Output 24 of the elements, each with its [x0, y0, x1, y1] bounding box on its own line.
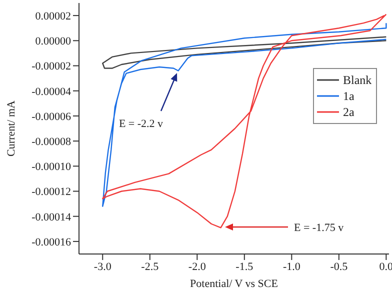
y-axis-title: Current/ mA — [6, 100, 18, 156]
line-series — [102, 36, 387, 69]
x-tick-label: -0.5 — [330, 260, 348, 273]
annotation: E = -2.2 v — [118, 118, 164, 130]
y-tick-label: -0.00002 — [32, 60, 71, 73]
y-tick-label: -0.00014 — [32, 211, 72, 224]
x-tick-label: -3.0 — [94, 260, 112, 273]
y-tick-label: 0.00002 — [35, 10, 71, 22]
x-tick-label: -1.0 — [282, 260, 301, 273]
x-axis-title: Potential/ V vs SCE — [190, 278, 278, 290]
y-tick-label: -0.00006 — [32, 110, 72, 123]
y-tick-label: 0.00000 — [35, 36, 72, 48]
legend-label: 1a — [343, 88, 354, 104]
x-tick-label: -2.0 — [188, 260, 206, 273]
y-tick-label: -0.00008 — [32, 136, 72, 148]
legend-label: Blank — [343, 72, 372, 88]
legend-label: 2a — [343, 104, 354, 120]
y-tick-label: -0.00010 — [32, 161, 72, 174]
y-tick-label: -0.00012 — [32, 186, 71, 198]
y-tick-label: -0.00004 — [32, 86, 72, 98]
annotation: E = -1.75 v — [294, 222, 344, 234]
x-tick-label: -2.5 — [141, 260, 160, 273]
y-tick-label: -0.00016 — [32, 236, 72, 248]
x-tick-label: -1.5 — [236, 260, 254, 273]
